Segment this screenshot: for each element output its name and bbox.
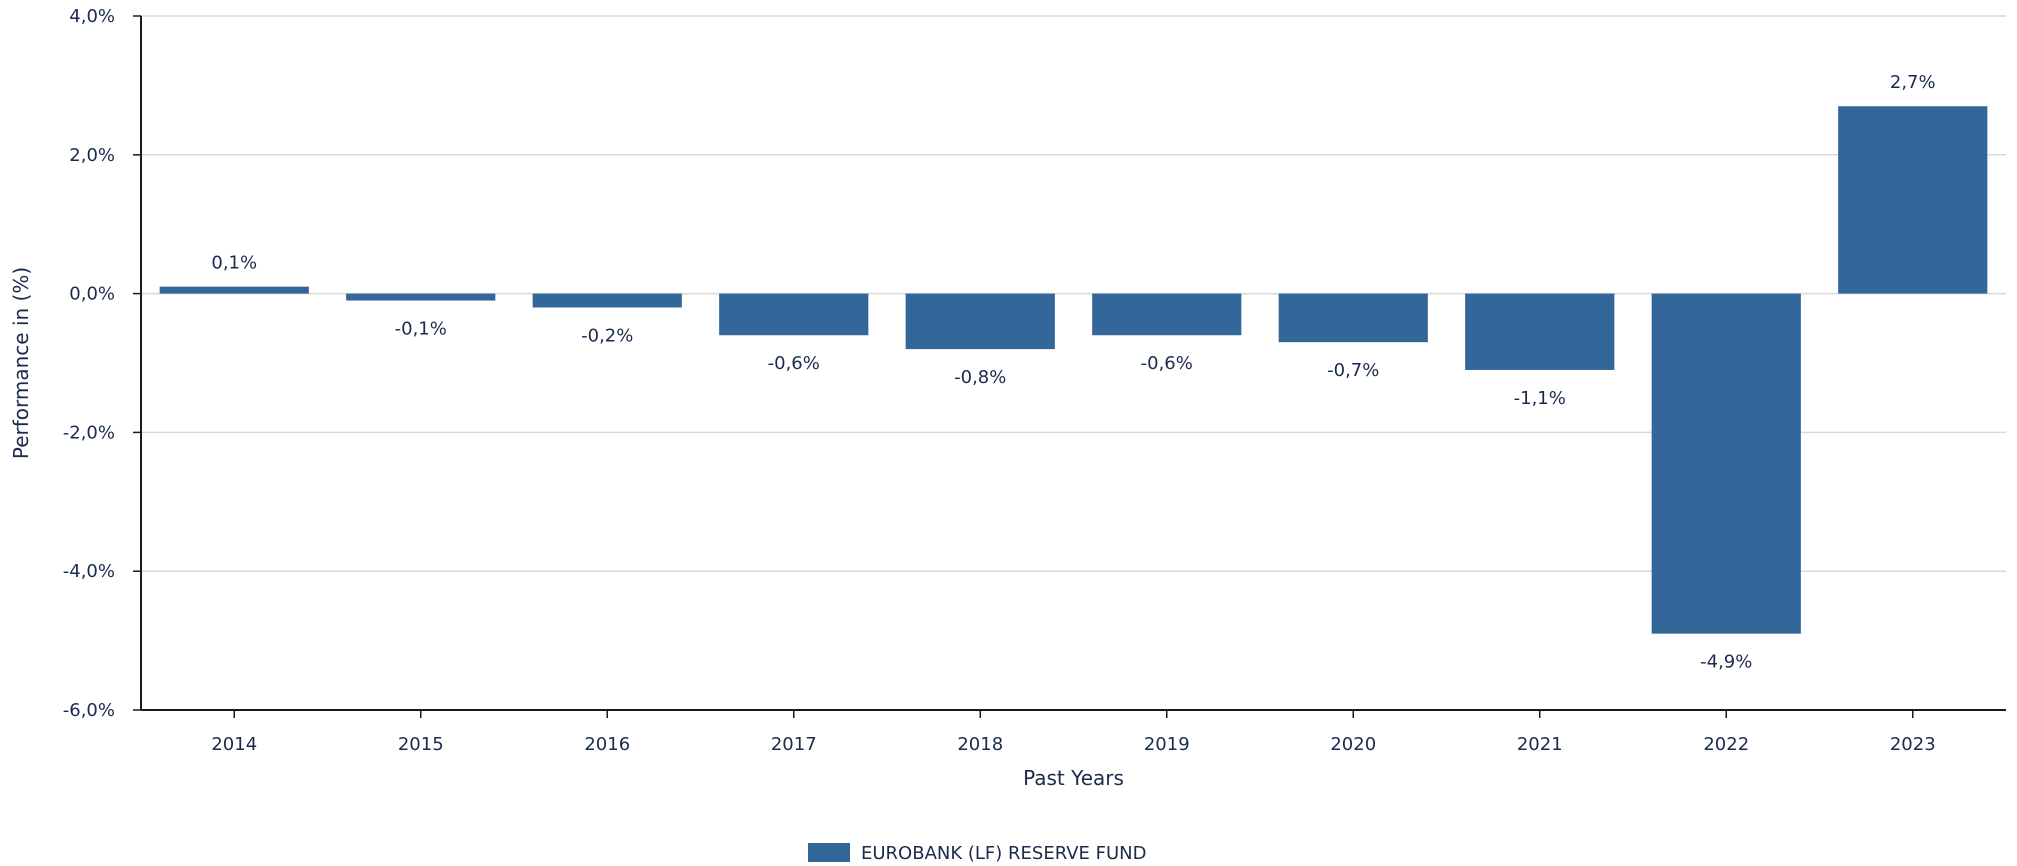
x-tick-label-2014: 2014 (211, 734, 257, 755)
bar-2019 (1092, 293, 1242, 336)
data-label-2020: -0,7% (1327, 360, 1379, 381)
axes (140, 16, 2006, 711)
y-tick-label: 0,0% (69, 284, 115, 305)
legend-label: EUROBANK (LF) RESERVE FUND (861, 843, 1147, 864)
x-tick-label-2015: 2015 (398, 734, 444, 755)
y-axis-title: Performance in (%) (9, 267, 33, 459)
bar-2018 (905, 293, 1055, 350)
y-tick-label: -6,0% (63, 700, 115, 721)
x-axis-ticks: 2014 2015 2016 2017 2018 2019 2020 2021 2022 2023 (211, 710, 1936, 755)
bar-2017 (719, 293, 869, 336)
y-axis-ticks: 4,0% 2,0% 0,0% -2,0% -4,0% -6,0% (63, 6, 141, 721)
x-tick-label-2021: 2021 (1517, 734, 1563, 755)
y-tick-label: -2,0% (63, 422, 115, 443)
data-label-2022: -4,9% (1700, 652, 1752, 673)
data-label-2014: 0,1% (211, 253, 257, 274)
data-label-2021: -1,1% (1514, 388, 1566, 409)
x-tick-label-2023: 2023 (1890, 734, 1936, 755)
x-tick-label-2020: 2020 (1330, 734, 1376, 755)
x-axis-title: Past Years (1023, 766, 1124, 790)
x-tick-label-2017: 2017 (771, 734, 817, 755)
x-tick-label-2019: 2019 (1144, 734, 1190, 755)
bar-2022 (1651, 293, 1801, 634)
y-tick-label: 4,0% (69, 6, 115, 27)
y-tick-label: -4,0% (63, 561, 115, 582)
x-tick-label-2016: 2016 (584, 734, 630, 755)
bar-2021 (1465, 293, 1615, 370)
data-label-2015: -0,1% (395, 319, 447, 340)
bar-2015 (346, 293, 496, 301)
bar-2023 (1838, 106, 1988, 294)
bar-series (159, 106, 1988, 634)
data-label-2016: -0,2% (581, 325, 633, 346)
x-tick-label-2022: 2022 (1703, 734, 1749, 755)
data-label-2023: 2,7% (1890, 72, 1936, 93)
x-tick-label-2018: 2018 (957, 734, 1003, 755)
data-label-2018: -0,8% (954, 367, 1006, 388)
legend: EUROBANK (LF) RESERVE FUND (808, 843, 1147, 864)
bar-2014 (159, 286, 309, 294)
bar-2016 (532, 293, 682, 308)
bar-2020 (1278, 293, 1428, 343)
data-label-2019: -0,6% (1141, 353, 1193, 374)
data-labels: 0,1% -0,1% -0,2% -0,6% -0,8% -0,6% -0,7% -1,1% -… (211, 72, 1935, 672)
legend-swatch (808, 843, 850, 862)
y-tick-label: 2,0% (69, 145, 115, 166)
data-label-2017: -0,6% (768, 353, 820, 374)
